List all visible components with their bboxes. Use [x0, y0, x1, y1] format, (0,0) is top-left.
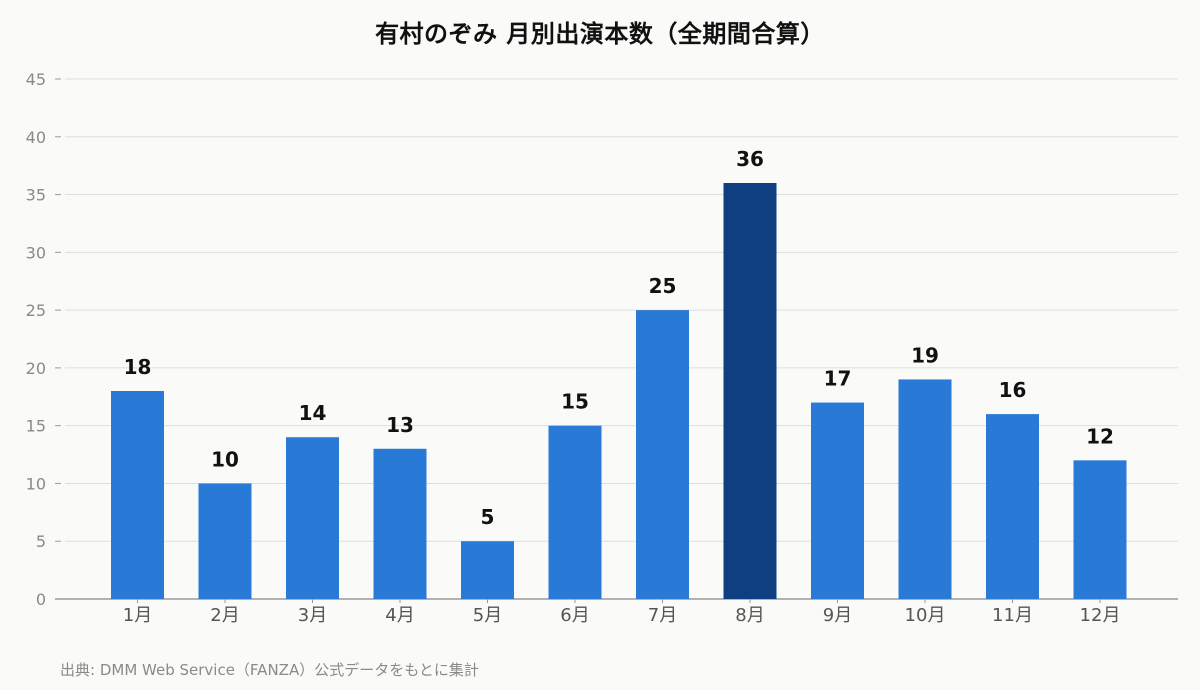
bar-2 [198, 483, 252, 599]
data-label-8: 36 [736, 147, 764, 171]
y-tick-label: 5 [36, 532, 46, 551]
data-label-6: 15 [561, 390, 589, 414]
data-label-5: 5 [481, 505, 495, 529]
bar-11 [986, 414, 1039, 599]
bar-4 [373, 448, 427, 599]
bar-5 [461, 541, 514, 599]
source-note: 出典: DMM Web Service（FANZA）公式データをもとに集計 [60, 661, 479, 679]
y-tick-label: 35 [26, 186, 46, 205]
x-tick-label-8: 8月 [735, 605, 764, 626]
x-tick-label-6: 6月 [560, 605, 589, 626]
x-tick-label-7: 7月 [648, 605, 677, 626]
data-label-11: 16 [999, 378, 1027, 402]
bar-8 [723, 183, 777, 599]
data-label-12: 12 [1086, 424, 1114, 448]
y-tick-label: 30 [26, 243, 46, 262]
y-tick-label: 10 [26, 474, 46, 493]
data-label-10: 19 [911, 343, 939, 367]
chart-title: 有村のぞみ 月別出演本数（全期間合算） [375, 20, 825, 48]
y-tick-label: 25 [26, 301, 46, 320]
x-tick-label-10: 10月 [905, 605, 946, 626]
data-label-2: 10 [211, 447, 239, 471]
x-tick-label-2: 2月 [210, 605, 239, 626]
x-tick-label-4: 4月 [385, 605, 414, 626]
x-tick-label-3: 3月 [298, 605, 327, 626]
y-tick-label: 0 [36, 590, 46, 609]
bar-6 [548, 425, 602, 599]
y-tick-label: 40 [26, 128, 46, 147]
data-label-1: 18 [124, 355, 152, 379]
bar-3 [286, 437, 339, 599]
x-tick-label-11: 11月 [992, 605, 1033, 626]
x-tick-label-9: 9月 [823, 605, 852, 626]
bar-12 [1073, 460, 1127, 599]
data-label-3: 14 [299, 401, 327, 425]
y-tick-label: 15 [26, 417, 46, 436]
bar-1 [111, 391, 164, 599]
data-label-7: 25 [649, 274, 677, 298]
y-tick-label: 20 [26, 359, 46, 378]
data-label-9: 17 [824, 367, 852, 391]
x-tick-label-5: 5月 [473, 605, 502, 626]
x-tick-label-12: 12月 [1080, 605, 1121, 626]
data-label-4: 13 [386, 413, 414, 437]
x-tick-label-1: 1月 [123, 605, 152, 626]
y-tick-label: 45 [26, 70, 46, 89]
bar-10 [898, 379, 952, 599]
bar-9 [811, 402, 864, 599]
bar-7 [636, 310, 689, 599]
